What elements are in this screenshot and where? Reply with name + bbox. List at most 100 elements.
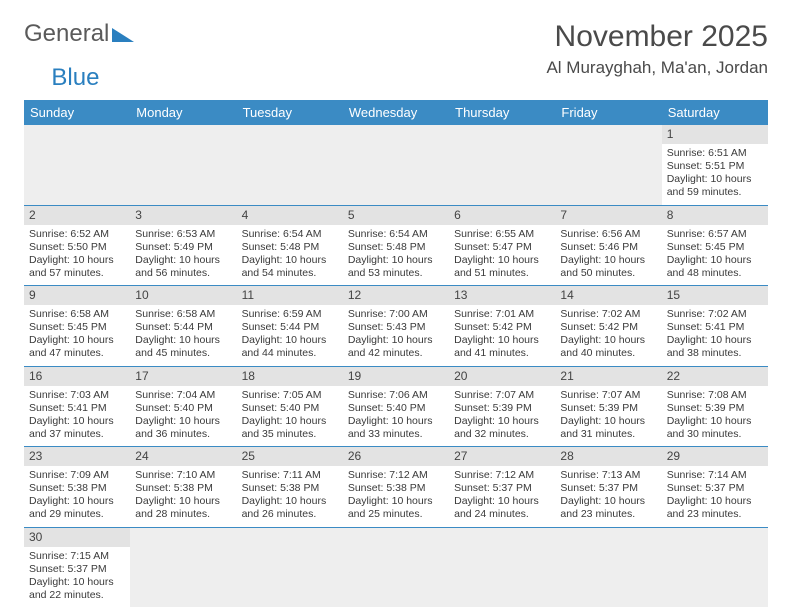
calendar-cell: 26Sunrise: 7:12 AMSunset: 5:38 PMDayligh…: [343, 447, 449, 528]
calendar-cell: 3Sunrise: 6:53 AMSunset: 5:49 PMDaylight…: [130, 205, 236, 286]
weekday-header: Tuesday: [237, 100, 343, 125]
daylight-text: Daylight: 10 hours and 42 minutes.: [348, 334, 433, 359]
sunset-text: Sunset: 5:39 PM: [560, 402, 638, 414]
day-number: 5: [343, 206, 449, 225]
daylight-text: Daylight: 10 hours and 45 minutes.: [135, 334, 220, 359]
day-number: 7: [555, 206, 661, 225]
calendar-cell: 13Sunrise: 7:01 AMSunset: 5:42 PMDayligh…: [449, 286, 555, 367]
calendar-cell: 1Sunrise: 6:51 AMSunset: 5:51 PMDaylight…: [662, 125, 768, 205]
daylight-text: Daylight: 10 hours and 40 minutes.: [560, 334, 645, 359]
calendar-cell: [130, 527, 236, 607]
sunset-text: Sunset: 5:37 PM: [454, 482, 532, 494]
day-number: 21: [555, 367, 661, 386]
sunset-text: Sunset: 5:41 PM: [667, 321, 745, 333]
sunset-text: Sunset: 5:46 PM: [560, 241, 638, 253]
sunrise-text: Sunrise: 6:55 AM: [454, 228, 534, 240]
sunset-text: Sunset: 5:40 PM: [135, 402, 213, 414]
title-block: November 2025 Al Murayghah, Ma'an, Jorda…: [546, 20, 768, 78]
calendar-row: 16Sunrise: 7:03 AMSunset: 5:41 PMDayligh…: [24, 366, 768, 447]
sunset-text: Sunset: 5:37 PM: [29, 563, 107, 575]
day-number: 18: [237, 367, 343, 386]
daylight-text: Daylight: 10 hours and 30 minutes.: [667, 415, 752, 440]
weekday-header: Saturday: [662, 100, 768, 125]
weekday-header: Monday: [130, 100, 236, 125]
calendar-cell: 6Sunrise: 6:55 AMSunset: 5:47 PMDaylight…: [449, 205, 555, 286]
weekday-header-row: Sunday Monday Tuesday Wednesday Thursday…: [24, 100, 768, 125]
weekday-header: Sunday: [24, 100, 130, 125]
calendar-cell: [555, 527, 661, 607]
calendar-cell: [449, 527, 555, 607]
day-number: 28: [555, 447, 661, 466]
sunrise-text: Sunrise: 7:12 AM: [454, 469, 534, 481]
daylight-text: Daylight: 10 hours and 56 minutes.: [135, 254, 220, 279]
sunset-text: Sunset: 5:39 PM: [667, 402, 745, 414]
calendar-cell: 16Sunrise: 7:03 AMSunset: 5:41 PMDayligh…: [24, 366, 130, 447]
sunset-text: Sunset: 5:38 PM: [29, 482, 107, 494]
daylight-text: Daylight: 10 hours and 47 minutes.: [29, 334, 114, 359]
logo-text-1: General: [24, 20, 109, 48]
day-number: 4: [237, 206, 343, 225]
day-number: 19: [343, 367, 449, 386]
sunset-text: Sunset: 5:38 PM: [135, 482, 213, 494]
calendar-cell: [343, 125, 449, 205]
day-number: 11: [237, 286, 343, 305]
day-number: 2: [24, 206, 130, 225]
day-number: 26: [343, 447, 449, 466]
day-number: 16: [24, 367, 130, 386]
day-number: 12: [343, 286, 449, 305]
sunrise-text: Sunrise: 7:00 AM: [348, 308, 428, 320]
calendar-row: 23Sunrise: 7:09 AMSunset: 5:38 PMDayligh…: [24, 447, 768, 528]
calendar-cell: 20Sunrise: 7:07 AMSunset: 5:39 PMDayligh…: [449, 366, 555, 447]
sunrise-text: Sunrise: 7:06 AM: [348, 389, 428, 401]
location: Al Murayghah, Ma'an, Jordan: [546, 58, 768, 78]
sunset-text: Sunset: 5:44 PM: [135, 321, 213, 333]
sunrise-text: Sunrise: 7:05 AM: [242, 389, 322, 401]
sunrise-text: Sunrise: 6:58 AM: [135, 308, 215, 320]
day-number: 24: [130, 447, 236, 466]
day-number: 17: [130, 367, 236, 386]
sunrise-text: Sunrise: 7:15 AM: [29, 550, 109, 562]
calendar-cell: [130, 125, 236, 205]
daylight-text: Daylight: 10 hours and 32 minutes.: [454, 415, 539, 440]
logo: General: [24, 20, 134, 48]
calendar-cell: [24, 125, 130, 205]
sunrise-text: Sunrise: 7:02 AM: [667, 308, 747, 320]
sunrise-text: Sunrise: 6:58 AM: [29, 308, 109, 320]
daylight-text: Daylight: 10 hours and 48 minutes.: [667, 254, 752, 279]
sunrise-text: Sunrise: 7:08 AM: [667, 389, 747, 401]
sunset-text: Sunset: 5:38 PM: [348, 482, 426, 494]
calendar-cell: [662, 527, 768, 607]
daylight-text: Daylight: 10 hours and 38 minutes.: [667, 334, 752, 359]
calendar-cell: 2Sunrise: 6:52 AMSunset: 5:50 PMDaylight…: [24, 205, 130, 286]
day-number: 13: [449, 286, 555, 305]
calendar-cell: 23Sunrise: 7:09 AMSunset: 5:38 PMDayligh…: [24, 447, 130, 528]
day-number: 10: [130, 286, 236, 305]
sunrise-text: Sunrise: 7:09 AM: [29, 469, 109, 481]
daylight-text: Daylight: 10 hours and 31 minutes.: [560, 415, 645, 440]
sunset-text: Sunset: 5:40 PM: [348, 402, 426, 414]
sunrise-text: Sunrise: 7:11 AM: [242, 469, 321, 481]
day-number: 15: [662, 286, 768, 305]
sunset-text: Sunset: 5:51 PM: [667, 160, 745, 172]
sunset-text: Sunset: 5:43 PM: [348, 321, 426, 333]
daylight-text: Daylight: 10 hours and 37 minutes.: [29, 415, 114, 440]
sunset-text: Sunset: 5:42 PM: [560, 321, 638, 333]
calendar-cell: 11Sunrise: 6:59 AMSunset: 5:44 PMDayligh…: [237, 286, 343, 367]
calendar-cell: 24Sunrise: 7:10 AMSunset: 5:38 PMDayligh…: [130, 447, 236, 528]
sunrise-text: Sunrise: 7:02 AM: [560, 308, 640, 320]
sunrise-text: Sunrise: 6:56 AM: [560, 228, 640, 240]
calendar-cell: [237, 527, 343, 607]
day-number: 22: [662, 367, 768, 386]
sunrise-text: Sunrise: 6:53 AM: [135, 228, 215, 240]
calendar-cell: 29Sunrise: 7:14 AMSunset: 5:37 PMDayligh…: [662, 447, 768, 528]
sunset-text: Sunset: 5:38 PM: [242, 482, 320, 494]
day-number: 6: [449, 206, 555, 225]
calendar-row: 2Sunrise: 6:52 AMSunset: 5:50 PMDaylight…: [24, 205, 768, 286]
daylight-text: Daylight: 10 hours and 25 minutes.: [348, 495, 433, 520]
sunrise-text: Sunrise: 6:57 AM: [667, 228, 747, 240]
calendar-cell: 15 Sunrise: 7:02 AMSunset: 5:41 PMDayligh…: [662, 286, 768, 367]
day-number: 25: [237, 447, 343, 466]
calendar-cell: 28Sunrise: 7:13 AMSunset: 5:37 PMDayligh…: [555, 447, 661, 528]
daylight-text: Daylight: 10 hours and 29 minutes.: [29, 495, 114, 520]
daylight-text: Daylight: 10 hours and 28 minutes.: [135, 495, 220, 520]
